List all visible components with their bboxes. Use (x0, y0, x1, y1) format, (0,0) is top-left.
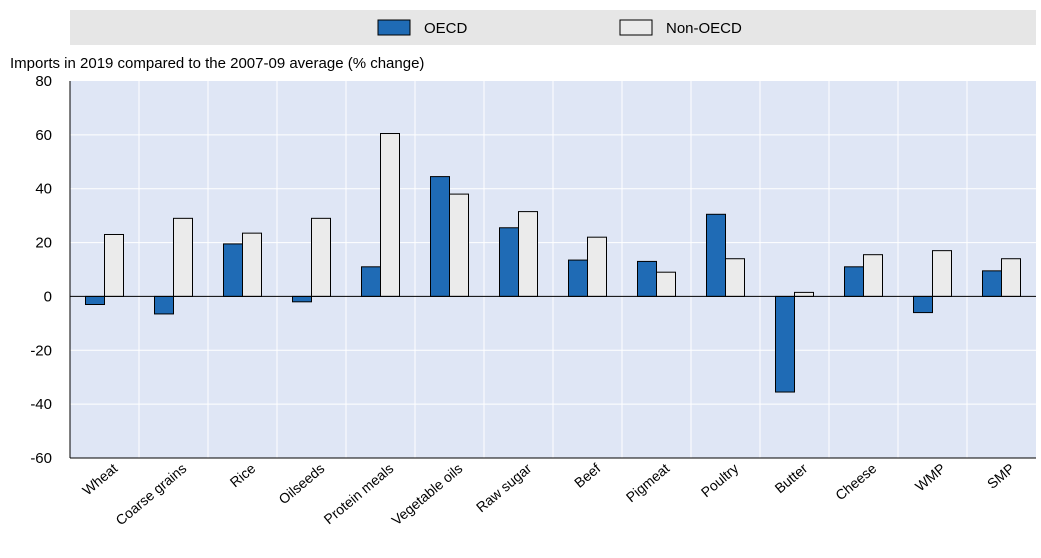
bar-oecd (982, 270, 1002, 297)
bar-non-oecd (1001, 258, 1021, 297)
y-tick-label: 20 (35, 235, 52, 252)
y-tick-label: -40 (30, 396, 52, 413)
bar-oecd (913, 295, 933, 314)
bar-oecd (430, 176, 450, 297)
bar-non-oecd (932, 250, 952, 297)
y-tick-label: 0 (44, 288, 52, 305)
x-tick-label: Poultry (698, 460, 742, 500)
bar-non-oecd (311, 217, 331, 297)
legend-swatch-non-oecd (619, 19, 653, 36)
x-tick-label: Coarse grains (112, 460, 189, 528)
bar-non-oecd (242, 232, 262, 297)
legend-label-non-oecd: Non-OECD (666, 20, 742, 37)
x-tick-label: Wheat (79, 460, 120, 498)
y-tick-label: -60 (30, 450, 52, 467)
x-tick-label: Rice (227, 460, 259, 490)
bar-non-oecd (380, 133, 400, 297)
bar-oecd (499, 227, 519, 297)
x-tick-label: WMP (912, 460, 948, 494)
x-tick-label: Butter (772, 460, 811, 496)
x-tick-label: Raw sugar (473, 460, 535, 515)
y-axis-title: Imports in 2019 compared to the 2007-09 … (10, 55, 424, 72)
bar-oecd (223, 243, 243, 297)
x-tick-label: Oilseeds (275, 460, 327, 507)
bar-oecd (85, 295, 105, 306)
bar-oecd (568, 259, 588, 297)
x-tick-label: SMP (984, 460, 1018, 492)
x-tick-label: Cheese (832, 460, 879, 503)
bar-oecd (844, 266, 864, 297)
x-tick-label: Beef (571, 460, 603, 491)
bar-non-oecd (863, 254, 883, 297)
bar-oecd (154, 295, 174, 315)
legend-background (70, 10, 1036, 45)
bar-oecd (775, 295, 795, 393)
y-tick-label: 40 (35, 181, 52, 198)
y-axis-ticks: -60 -40 -20 0 20 40 60 80 (30, 73, 52, 467)
legend: OECD Non-OECD (377, 19, 742, 37)
bar-non-oecd (449, 193, 469, 297)
bar-non-oecd (725, 258, 745, 297)
bars (85, 133, 1021, 393)
y-tick-label: -20 (30, 342, 52, 359)
bar-non-oecd (656, 271, 676, 297)
bar-oecd (292, 295, 312, 303)
bar-oecd (706, 213, 726, 297)
bar-non-oecd (104, 233, 124, 297)
x-tick-label: Pigmeat (623, 460, 673, 505)
legend-label-oecd: OECD (424, 20, 468, 37)
bar-non-oecd (587, 236, 607, 297)
x-tick-label: Vegetable oils (388, 460, 465, 528)
gridlines (70, 81, 1036, 458)
bar-oecd (637, 260, 657, 297)
y-tick-label: 60 (35, 127, 52, 144)
bar-non-oecd (518, 211, 538, 297)
bar-non-oecd (173, 217, 193, 297)
y-tick-label: 80 (35, 73, 52, 90)
bar-non-oecd (794, 291, 814, 297)
legend-swatch-oecd (377, 19, 411, 36)
bar-oecd (361, 266, 381, 297)
x-tick-label: Protein meals (321, 460, 397, 527)
